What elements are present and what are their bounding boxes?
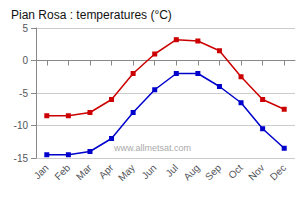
svg-text:Jun: Jun <box>139 162 158 181</box>
svg-text:Jan: Jan <box>32 162 51 181</box>
svg-text:0: 0 <box>22 55 28 66</box>
svg-text:-10: -10 <box>14 120 29 131</box>
svg-text:Sep: Sep <box>203 162 224 183</box>
svg-text:-5: -5 <box>19 88 28 99</box>
svg-text:Nov: Nov <box>246 162 266 182</box>
svg-text:www.allmetsat.com: www.allmetsat.com <box>113 143 191 153</box>
svg-text:-15: -15 <box>14 153 29 164</box>
svg-text:Apr: Apr <box>97 162 116 181</box>
svg-text:Aug: Aug <box>181 162 201 182</box>
svg-text:Jul: Jul <box>163 162 180 179</box>
svg-text:5: 5 <box>22 23 28 34</box>
svg-text:May: May <box>116 162 137 183</box>
svg-text:Dec: Dec <box>268 162 288 182</box>
svg-text:Mar: Mar <box>74 162 94 182</box>
svg-text:Oct: Oct <box>226 162 245 181</box>
svg-text:Feb: Feb <box>52 162 72 182</box>
svg-text:Pian Rosa : temperatures (°C): Pian Rosa : temperatures (°C) <box>11 8 172 22</box>
